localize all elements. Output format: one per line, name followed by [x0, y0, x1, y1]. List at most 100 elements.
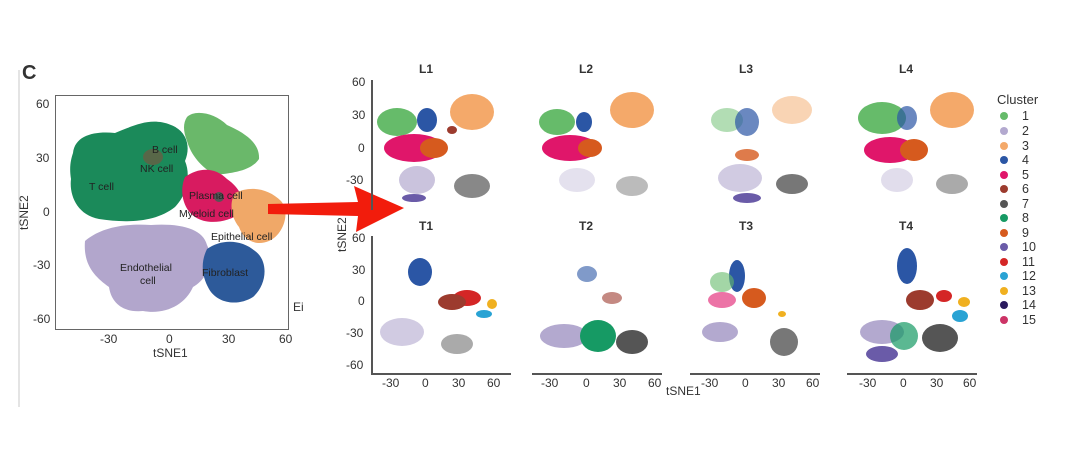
main-xlabel: tSNE1: [153, 346, 188, 360]
main-xtick-30: 30: [222, 332, 236, 346]
legend-label: 10: [1022, 240, 1036, 254]
legend-dot-icon: [1000, 112, 1008, 120]
t3-xtick-0: 0: [742, 376, 749, 390]
label-endothelial-cell-2: cell: [140, 275, 156, 287]
legend-label: 1: [1022, 109, 1029, 123]
facet-yaxis-row2: [371, 236, 373, 373]
t2-xtick-0: 0: [583, 376, 590, 390]
label-epithelial-cell: Epithelial cell: [211, 231, 273, 243]
label-myeloid-cell: Myeloid cell: [179, 208, 234, 220]
facet-xaxis-t1: [371, 373, 511, 375]
facet-t1-scatter: [380, 258, 497, 354]
legend-dot-icon: [1000, 185, 1008, 193]
main-xtick-60: 60: [279, 332, 293, 346]
legend-label: 13: [1022, 284, 1036, 298]
t4-xtick-30: 30: [930, 376, 944, 390]
main-clusters: [70, 112, 286, 312]
legend-dot-icon: [1000, 316, 1008, 324]
facet-title-l3: L3: [738, 62, 753, 76]
main-ytick-neg30: -30: [33, 258, 51, 272]
legend-label: 9: [1022, 226, 1029, 240]
t2-xtick-neg30: -30: [541, 376, 559, 390]
label-plasma-cell: Plasma cell: [189, 190, 243, 202]
facet-ytick-r2-0: 0: [358, 294, 365, 308]
legend-item-11: 11: [1000, 255, 1035, 269]
legend-dot-icon: [1000, 287, 1008, 295]
t3-xtick-60: 60: [806, 376, 820, 390]
red-arrow-icon: [268, 186, 404, 232]
facet-title-l2: L2: [578, 62, 593, 76]
facet-title-t3: T3: [738, 219, 753, 233]
t1-xtick-60: 60: [487, 376, 501, 390]
facet-title-l4: L4: [898, 62, 913, 76]
t4-xtick-neg30: -30: [859, 376, 877, 390]
left-divider: [18, 70, 20, 407]
facet-l3-scatter: [711, 96, 812, 203]
legend-dot-icon: [1000, 301, 1008, 309]
label-endothelial-cell: Endothelial: [120, 262, 172, 274]
main-ytick-30: 30: [36, 151, 50, 165]
legend-item-12: 12: [1000, 269, 1036, 283]
legend-item-9: 9: [1000, 226, 1029, 240]
legend-dot-icon: [1000, 200, 1008, 208]
facet-ytick-r1-neg30: -30: [346, 173, 364, 187]
legend-label: 8: [1022, 211, 1029, 225]
legend-label: 6: [1022, 182, 1029, 196]
legend-label: 14: [1022, 298, 1036, 312]
facet-xaxis-t4: [847, 373, 977, 375]
t1-xtick-neg30: -30: [382, 376, 400, 390]
legend-item-7: 7: [1000, 197, 1029, 211]
legend-label: 11: [1022, 255, 1035, 269]
main-edge-text: Ei: [293, 300, 304, 314]
label-nk-cell: NK cell: [140, 163, 174, 175]
facet-ytick-r1-60: 60: [352, 75, 366, 89]
facet-l4-scatter: [858, 92, 974, 194]
facet-xaxis-t3: [690, 373, 820, 375]
facet-xaxis-t2: [532, 373, 662, 375]
main-xtick-neg30: -30: [100, 332, 118, 346]
facet-xlabel: tSNE1: [666, 384, 701, 398]
legend-dot-icon: [1000, 243, 1008, 251]
main-ylabel: tSNE2: [17, 195, 31, 230]
legend-label: 3: [1022, 139, 1029, 153]
legend-item-6: 6: [1000, 182, 1029, 196]
main-xtick-0: 0: [166, 332, 173, 346]
legend-item-2: 2: [1000, 124, 1029, 138]
t4-xtick-0: 0: [900, 376, 907, 390]
legend-dot-icon: [1000, 127, 1008, 135]
legend-dot-icon: [1000, 229, 1008, 237]
legend-dot-icon: [1000, 156, 1008, 164]
legend-dot-icon: [1000, 142, 1008, 150]
legend-label: 12: [1022, 269, 1036, 283]
legend-title: Cluster: [997, 92, 1039, 107]
legend-item-5: 5: [1000, 168, 1029, 182]
t4-xtick-60: 60: [963, 376, 977, 390]
t2-xtick-30: 30: [613, 376, 627, 390]
legend-item-4: 4: [1000, 153, 1029, 167]
t2-xtick-60: 60: [648, 376, 662, 390]
facet-l1-scatter: [377, 94, 494, 202]
legend-dot-icon: [1000, 258, 1008, 266]
main-ytick-0: 0: [43, 205, 50, 219]
facet-ytick-r2-neg60: -60: [346, 358, 364, 372]
facet-t3-scatter: [702, 260, 798, 356]
legend-label: 7: [1022, 197, 1029, 211]
panel-letter: C: [22, 62, 37, 84]
main-ytick-neg60: -60: [33, 312, 51, 326]
facet-ytick-r2-60: 60: [352, 231, 366, 245]
t3-xtick-30: 30: [772, 376, 786, 390]
facet-l2-scatter: [539, 92, 654, 196]
t3-xtick-neg30: -30: [701, 376, 719, 390]
legend-item-15: 15: [1000, 313, 1036, 327]
facet-t4-scatter: [860, 248, 970, 362]
label-b-cell: B cell: [152, 144, 178, 156]
label-fibroblast: Fibroblast: [202, 267, 249, 279]
legend-dot-icon: [1000, 171, 1008, 179]
legend-item-13: 13: [1000, 284, 1036, 298]
legend-dot-icon: [1000, 214, 1008, 222]
facet-ytick-r2-30: 30: [352, 263, 366, 277]
legend-item-8: 8: [1000, 211, 1029, 225]
legend-dot-icon: [1000, 272, 1008, 280]
legend-label: 5: [1022, 168, 1029, 182]
facet-title-l1: L1: [418, 62, 433, 76]
